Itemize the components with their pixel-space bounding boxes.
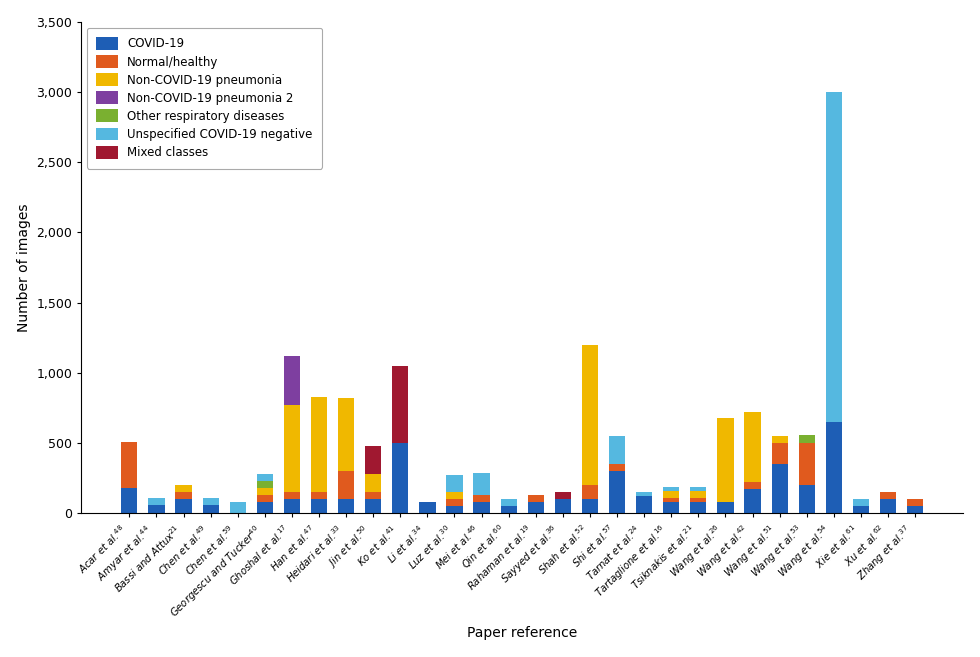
Bar [122,488,137,513]
Bar [609,464,625,471]
Bar [527,502,544,513]
Bar [880,492,896,499]
Bar [799,443,814,486]
Bar [906,507,923,513]
Y-axis label: Number of images: Number of images [17,203,30,332]
Bar [338,499,354,513]
Bar [366,492,381,499]
Bar [148,498,165,505]
Bar [122,442,137,488]
Bar [203,505,219,513]
Bar [446,499,463,507]
Bar [799,486,814,513]
Bar [555,499,571,513]
Bar [609,436,625,464]
Bar [257,481,273,488]
Bar [257,502,273,513]
Bar [527,495,544,502]
Bar [501,499,516,507]
Bar [690,502,707,513]
Bar [473,502,490,513]
Bar [366,499,381,513]
Bar [338,471,354,499]
Bar [663,502,679,513]
Bar [609,471,625,513]
Bar [663,487,679,491]
Bar [906,499,923,507]
Bar [745,489,760,513]
X-axis label: Paper reference: Paper reference [467,626,577,641]
Bar [663,491,679,498]
Bar [717,502,734,513]
Bar [690,498,707,502]
Bar [366,474,381,492]
Bar [175,499,192,513]
Bar [284,356,300,405]
Bar [501,507,516,513]
Bar [473,495,490,502]
Bar [582,499,598,513]
Bar [175,486,192,492]
Bar [826,422,842,513]
Bar [257,488,273,495]
Bar [853,507,869,513]
Bar [799,435,814,443]
Bar [311,499,327,513]
Bar [446,507,463,513]
Bar [392,366,409,443]
Bar [229,502,246,513]
Legend: COVID-19, Normal/healthy, Non-COVID-19 pneumonia, Non-COVID-19 pneumonia 2, Othe: COVID-19, Normal/healthy, Non-COVID-19 p… [87,28,322,168]
Bar [826,92,842,422]
Bar [473,472,490,495]
Bar [257,474,273,481]
Bar [771,464,788,513]
Bar [690,491,707,498]
Bar [284,405,300,492]
Bar [771,443,788,464]
Bar [203,498,219,505]
Bar [338,398,354,471]
Bar [636,497,653,513]
Bar [446,476,463,492]
Bar [745,482,760,489]
Bar [446,492,463,499]
Bar [663,498,679,502]
Bar [175,492,192,499]
Bar [771,436,788,443]
Bar [636,492,653,497]
Bar [853,499,869,507]
Bar [717,418,734,502]
Bar [366,446,381,474]
Bar [582,345,598,486]
Bar [311,397,327,492]
Bar [690,487,707,491]
Bar [745,412,760,482]
Bar [284,492,300,499]
Bar [257,495,273,502]
Bar [392,443,409,513]
Bar [555,492,571,499]
Bar [582,486,598,499]
Bar [419,502,435,513]
Bar [284,499,300,513]
Bar [880,499,896,513]
Bar [311,492,327,499]
Bar [148,505,165,513]
